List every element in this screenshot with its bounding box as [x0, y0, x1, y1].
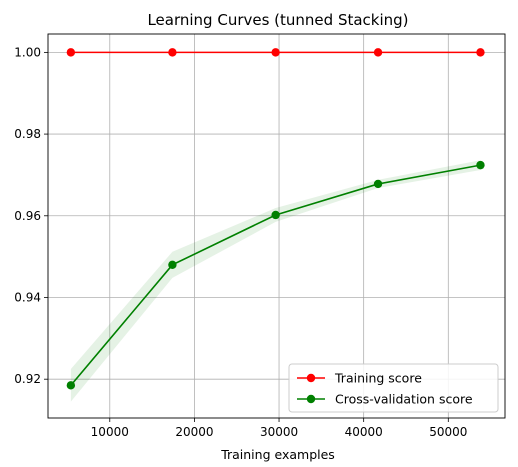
plot-area: 10000 20000 30000 40000 50000 0.92 0.94 0.96 0.9… [14, 33, 506, 439]
legend-box [288, 363, 499, 413]
legend-label-1: Cross-validation score [335, 392, 473, 407]
legend: Training score Cross-validation score [288, 363, 499, 413]
point-series-0-4 [476, 48, 485, 57]
legend-marker-1 [306, 394, 316, 404]
y-tick-label-4: 1.00 [14, 45, 41, 59]
point-series-0-0 [66, 48, 76, 57]
plot-frame [47, 33, 506, 419]
point-series-0-2 [271, 48, 280, 57]
x-axis-label: Training examples [220, 447, 335, 462]
y-tick-label-2: 0.96 [14, 209, 41, 223]
point-series-0-3 [373, 48, 383, 57]
x-tick-label-1: 20000 [175, 425, 213, 439]
x-tick-label-4: 50000 [429, 425, 467, 439]
point-series-1-0 [66, 381, 76, 390]
point-series-1-2 [271, 210, 280, 220]
x-tick-label-3: 40000 [345, 425, 383, 439]
legend-marker-0 [306, 373, 316, 383]
y-tick-label-0: 0.92 [14, 372, 41, 386]
x-tick-label-2: 30000 [260, 425, 298, 439]
chart-title: Learning Curves (tunned Stacking) [147, 11, 408, 29]
legend-label-0: Training score [334, 371, 422, 386]
y-tick-label-3: 0.98 [14, 127, 41, 141]
point-series-1-3 [373, 179, 383, 189]
point-series-1-4 [476, 160, 485, 170]
point-series-0-1 [168, 48, 177, 57]
line-series-1 [70, 164, 481, 386]
point-series-1-1 [168, 260, 177, 270]
y-tick-label-1: 0.94 [14, 290, 41, 304]
x-tick-label-0: 10000 [91, 425, 129, 439]
band-series-1 [70, 160, 481, 402]
